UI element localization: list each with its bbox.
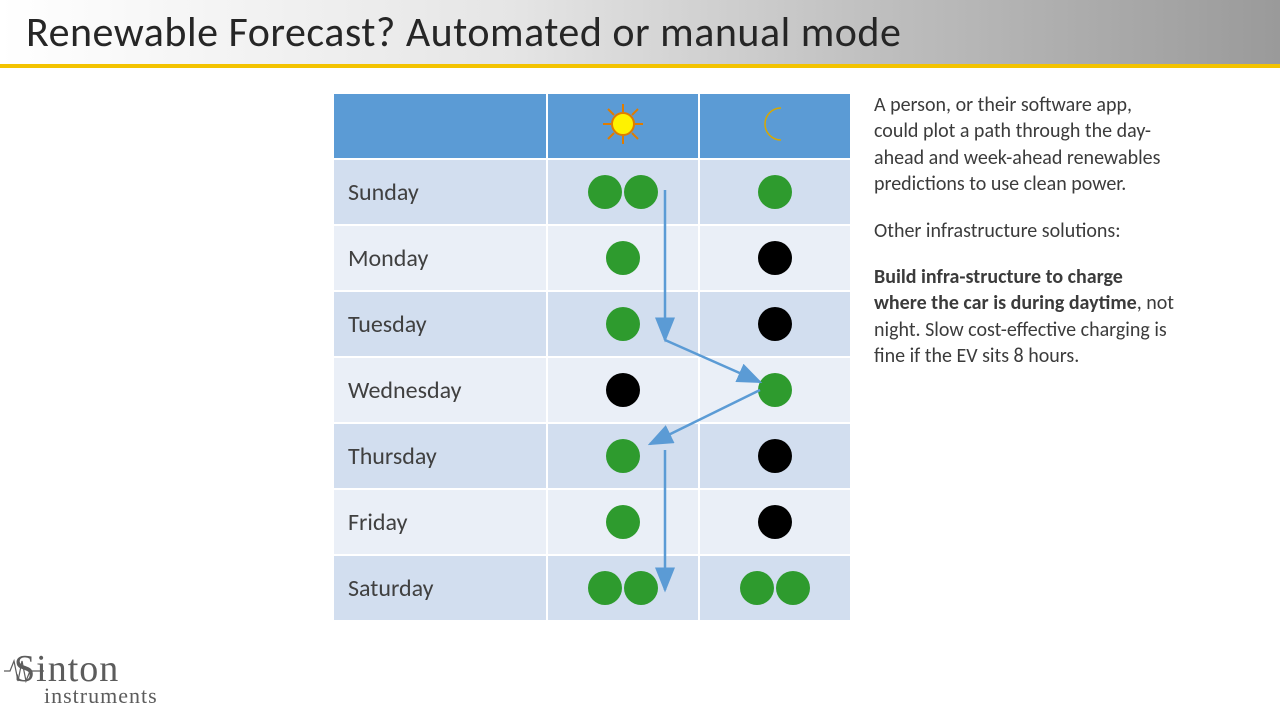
green-dot-icon — [588, 175, 622, 209]
row-label: Sunday — [333, 159, 547, 225]
black-dot-icon — [758, 439, 792, 473]
green-dot-icon — [624, 175, 658, 209]
table-row: Friday — [333, 489, 851, 555]
green-dot-icon — [776, 571, 810, 605]
green-dot-icon — [606, 505, 640, 539]
slide-title: Renewable Forecast? Automated or manual … — [26, 7, 901, 58]
company-logo: Sinton instruments — [14, 652, 158, 706]
table-row: Monday — [333, 225, 851, 291]
table-row: Thursday — [333, 423, 851, 489]
sun-icon — [601, 102, 645, 151]
night-cell — [699, 159, 851, 225]
day-cell — [547, 159, 699, 225]
header-day — [547, 93, 699, 159]
row-label: Friday — [333, 489, 547, 555]
side-text-p3: Build infra-structure to charge where th… — [874, 264, 1174, 370]
green-dot-icon — [740, 571, 774, 605]
night-cell — [699, 357, 851, 423]
forecast-table: SundayMondayTuesdayWednesdayThursdayFrid… — [332, 92, 852, 622]
table-row: Wednesday — [333, 357, 851, 423]
row-label: Tuesday — [333, 291, 547, 357]
header-night — [699, 93, 851, 159]
green-dot-icon — [758, 373, 792, 407]
table-row: Tuesday — [333, 291, 851, 357]
day-cell — [547, 357, 699, 423]
logo-line1: Sinton — [14, 652, 158, 686]
green-dot-icon — [606, 307, 640, 341]
night-cell — [699, 555, 851, 621]
moon-icon — [755, 104, 795, 149]
logo-squiggle-icon — [4, 656, 44, 686]
black-dot-icon — [758, 505, 792, 539]
title-bar: Renewable Forecast? Automated or manual … — [0, 0, 1280, 68]
table-row: Saturday — [333, 555, 851, 621]
black-dot-icon — [606, 373, 640, 407]
side-text: A person, or their software app, could p… — [874, 92, 1174, 390]
day-cell — [547, 489, 699, 555]
night-cell — [699, 489, 851, 555]
side-text-p2: Other infrastructure solutions: — [874, 218, 1174, 244]
row-label: Thursday — [333, 423, 547, 489]
green-dot-icon — [624, 571, 658, 605]
night-cell — [699, 291, 851, 357]
night-cell — [699, 225, 851, 291]
row-label: Saturday — [333, 555, 547, 621]
green-dot-icon — [606, 439, 640, 473]
night-cell — [699, 423, 851, 489]
green-dot-icon — [606, 241, 640, 275]
day-cell — [547, 225, 699, 291]
day-cell — [547, 291, 699, 357]
black-dot-icon — [758, 241, 792, 275]
green-dot-icon — [758, 175, 792, 209]
side-text-p1: A person, or their software app, could p… — [874, 92, 1174, 198]
row-label: Wednesday — [333, 357, 547, 423]
side-text-p3-bold: Build infra-structure to charge where th… — [874, 265, 1137, 315]
header-blank — [333, 93, 547, 159]
black-dot-icon — [758, 307, 792, 341]
day-cell — [547, 555, 699, 621]
day-cell — [547, 423, 699, 489]
table-row: Sunday — [333, 159, 851, 225]
content-area: SundayMondayTuesdayWednesdayThursdayFrid… — [332, 92, 1174, 622]
row-label: Monday — [333, 225, 547, 291]
green-dot-icon — [588, 571, 622, 605]
